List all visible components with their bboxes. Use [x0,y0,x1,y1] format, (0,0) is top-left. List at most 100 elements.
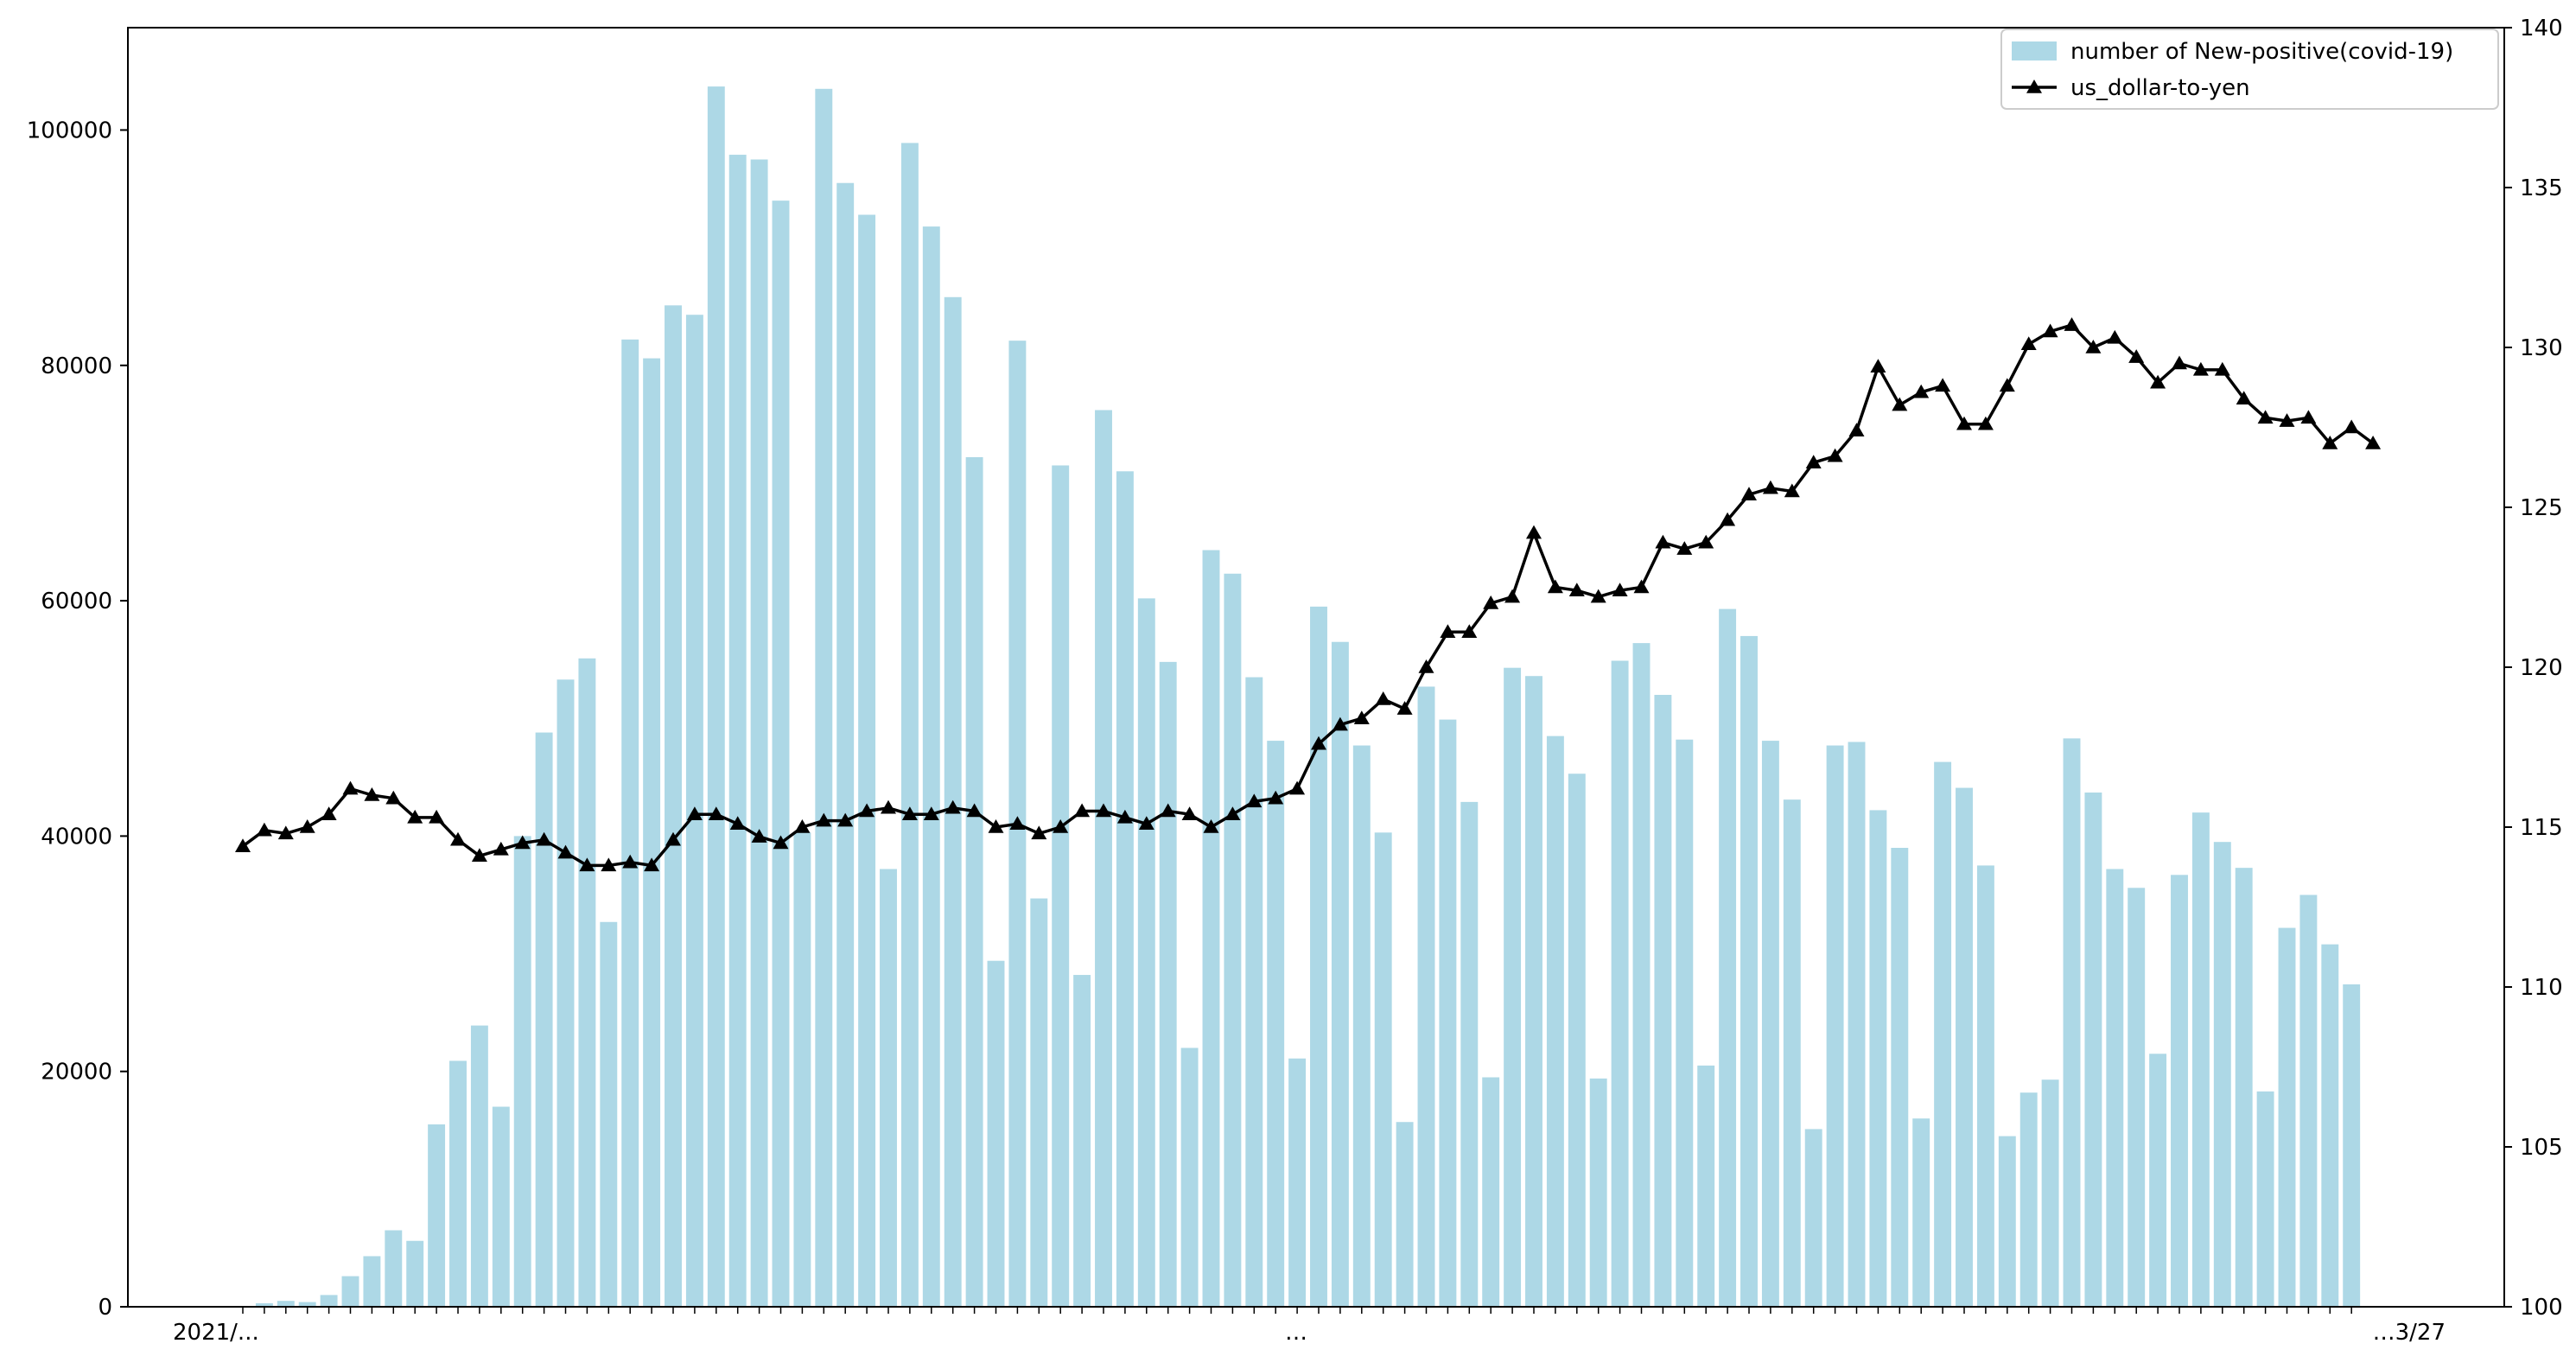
bar-57 [1460,801,1479,1307]
line-marker-29 [859,803,875,818]
bar-97 [2321,944,2339,1307]
bar-72 [1783,799,1801,1307]
bar-43 [1159,661,1177,1307]
line-marker-68 [1698,534,1714,549]
bar-25 [772,201,790,1307]
line-marker-8 [407,809,423,824]
line-marker-7 [385,790,402,805]
line-marker-20 [665,831,681,846]
line-marker-23 [729,816,746,831]
line-marker-83 [2020,336,2037,351]
bar-22 [707,86,725,1308]
bar-3 [298,1302,316,1307]
line-marker-55 [1418,659,1434,673]
left-tick-label-100000: 100000 [27,118,112,143]
line-marker-21 [686,806,703,820]
bar-7 [385,1230,403,1307]
line-marker-30 [881,799,896,814]
bar-19 [643,358,661,1308]
bar-17 [600,921,618,1307]
line-marker-14 [536,831,552,846]
bar-82 [1998,1136,2016,1307]
bar-1 [255,1302,273,1307]
bar-65 [1632,643,1651,1307]
line-marker-24 [751,829,767,843]
line-marker-57 [1461,624,1478,639]
bar-64 [1611,660,1629,1307]
line-marker-79 [1935,378,1951,392]
bar-14 [535,732,553,1307]
left-tick-label-40000: 40000 [41,824,112,850]
line-marker-0 [235,838,251,852]
line-marker-22 [708,806,724,820]
line-marker-87 [2107,329,2123,344]
bar-11 [470,1025,488,1307]
x-tick-label-first: 2021/... [173,1320,259,1346]
line-marker-27 [816,812,832,827]
bar-46 [1224,573,1242,1307]
line-marker-90 [2172,355,2187,370]
line-marker-6 [364,787,380,801]
line-marker-26 [794,819,811,833]
line-marker-61 [1547,579,1563,594]
bar-61 [1546,735,1564,1307]
line-marker-32 [923,806,939,820]
line-marker-44 [1181,806,1198,820]
line-marker-47 [1246,793,1263,808]
right-tick-label-110: 110 [2520,975,2563,1001]
line-marker-38 [1053,819,1069,833]
legend-label-rate: us_dollar-to-yen [2070,75,2250,101]
left-tick-label-60000: 60000 [41,589,112,614]
line-marker-45 [1203,819,1219,833]
bar-23 [728,155,747,1308]
bar-26 [793,832,811,1307]
line-marker-12 [493,841,509,856]
legend-label-covid: number of New-positive(covid-19) [2070,39,2453,65]
bars-layer [255,86,2361,1308]
line-marker-39 [1074,803,1091,818]
bar-49 [1288,1058,1307,1307]
bar-89 [2149,1054,2167,1307]
bar-35 [987,960,1005,1307]
bar-86 [2084,793,2102,1307]
bar-16 [578,658,596,1307]
line-marker-48 [1268,790,1284,805]
bar-75 [1848,742,1866,1307]
line-marker-91 [2192,361,2209,376]
bar-85 [2063,738,2081,1307]
bar-60 [1525,676,1542,1307]
bar-28 [836,182,855,1308]
line-marker-85 [2064,317,2080,331]
line-marker-64 [1612,583,1628,596]
left-tick-label-0: 0 [98,1295,112,1321]
bar-66 [1654,694,1672,1307]
bar-90 [2171,875,2188,1307]
line-marker-10 [450,831,466,846]
bar-42 [1137,598,1155,1307]
bar-91 [2191,812,2210,1307]
line-marker-46 [1224,806,1241,820]
bar-18 [621,339,639,1307]
line-marker-78 [1913,384,1930,398]
line-marker-88 [2128,349,2145,363]
line-marker-72 [1784,483,1800,498]
line-marker-31 [901,806,918,820]
bar-92 [2213,842,2231,1307]
right-tick-label-125: 125 [2520,495,2563,521]
right-tick-label-140: 140 [2520,16,2563,41]
line-marker-17 [601,857,617,872]
line-marker-49 [1289,780,1306,795]
line-marker-66 [1655,534,1671,549]
bar-10 [449,1060,467,1307]
bar-81 [1976,865,1994,1307]
line-marker-86 [2085,340,2102,353]
bar-62 [1568,774,1586,1307]
bar-9 [428,1124,446,1307]
line-marker-13 [514,835,531,850]
bar-24 [750,159,768,1307]
bar-59 [1504,667,1522,1307]
bar-5 [341,1276,359,1307]
line-marker-84 [2042,323,2058,338]
